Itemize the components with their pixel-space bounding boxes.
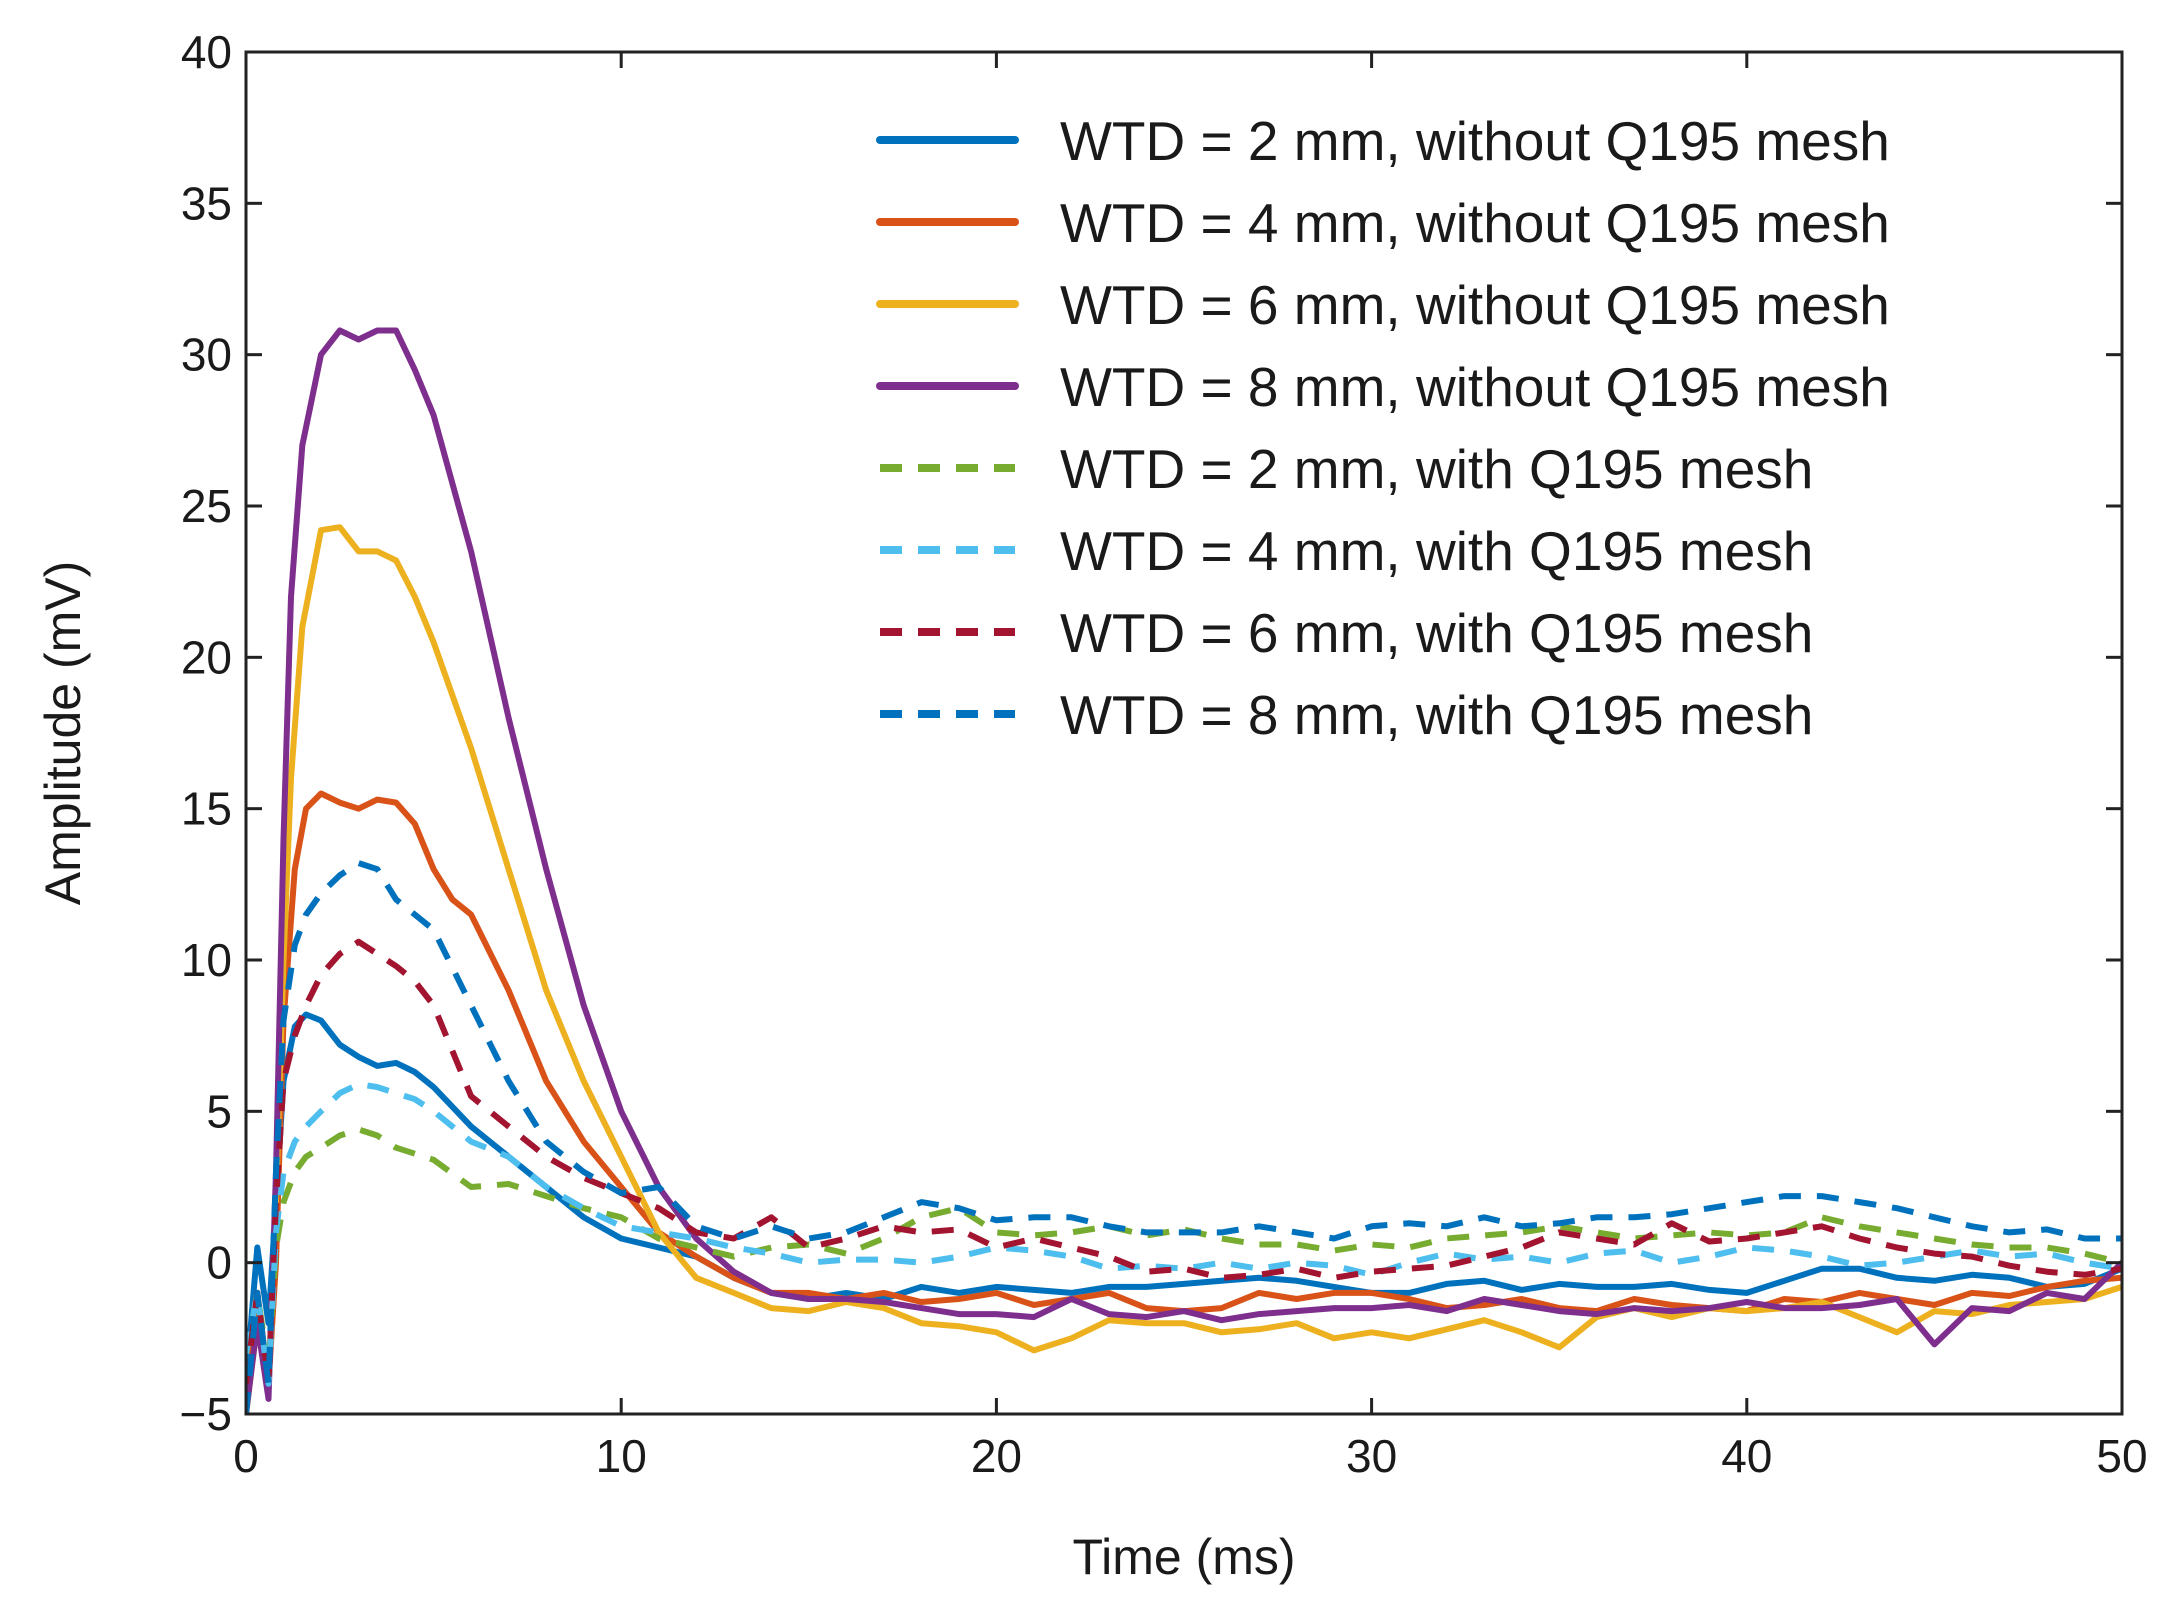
legend-label-8: WTD = 8 mm, with Q195 mesh xyxy=(1060,684,1813,746)
y-axis-title: Amplitude (mV) xyxy=(35,561,91,906)
series-line-4 xyxy=(246,327,2122,1414)
y-tick-label: 5 xyxy=(206,1085,232,1137)
y-tick-label: 30 xyxy=(181,329,232,381)
x-tick-label: 0 xyxy=(233,1430,259,1482)
y-tick-label: 0 xyxy=(206,1237,232,1289)
series-layer xyxy=(246,327,2122,1414)
x-tick-label: 20 xyxy=(971,1430,1022,1482)
x-tick-label: 30 xyxy=(1346,1430,1397,1482)
legend-label-1: WTD = 2 mm, without Q195 mesh xyxy=(1060,110,1890,172)
legend-label-3: WTD = 6 mm, without Q195 mesh xyxy=(1060,274,1890,336)
y-tick-label: 25 xyxy=(181,480,232,532)
x-tick-label: 50 xyxy=(2096,1430,2147,1482)
x-tick-label: 10 xyxy=(596,1430,647,1482)
legend-label-7: WTD = 6 mm, with Q195 mesh xyxy=(1060,602,1813,664)
series-line-7 xyxy=(246,938,2122,1387)
x-tick-label: 40 xyxy=(1721,1430,1772,1482)
legend-label-6: WTD = 4 mm, with Q195 mesh xyxy=(1060,520,1813,582)
plot-area xyxy=(246,52,2122,1414)
y-tick-label: 10 xyxy=(181,934,232,986)
legend: WTD = 2 mm, without Q195 mesh WTD = 4 mm,… xyxy=(876,110,1890,746)
y-tick-label: 20 xyxy=(181,631,232,683)
y-tick-label: 35 xyxy=(181,177,232,229)
y-tick-label: −5 xyxy=(180,1388,232,1440)
y-tick-label: 40 xyxy=(181,26,232,78)
legend-label-2: WTD = 4 mm, without Q195 mesh xyxy=(1060,192,1890,254)
legend-label-4: WTD = 8 mm, without Q195 mesh xyxy=(1060,356,1890,418)
series-line-8 xyxy=(246,860,2122,1414)
legend-label-5: WTD = 2 mm, with Q195 mesh xyxy=(1060,438,1813,500)
series-line-6 xyxy=(246,1081,2122,1387)
plot-frame xyxy=(244,50,2124,1416)
y-tick-label: 15 xyxy=(181,783,232,835)
x-axis-title: Time (ms) xyxy=(1072,1529,1295,1585)
series-line-3 xyxy=(246,524,2122,1414)
series-line-1 xyxy=(246,1011,2122,1387)
